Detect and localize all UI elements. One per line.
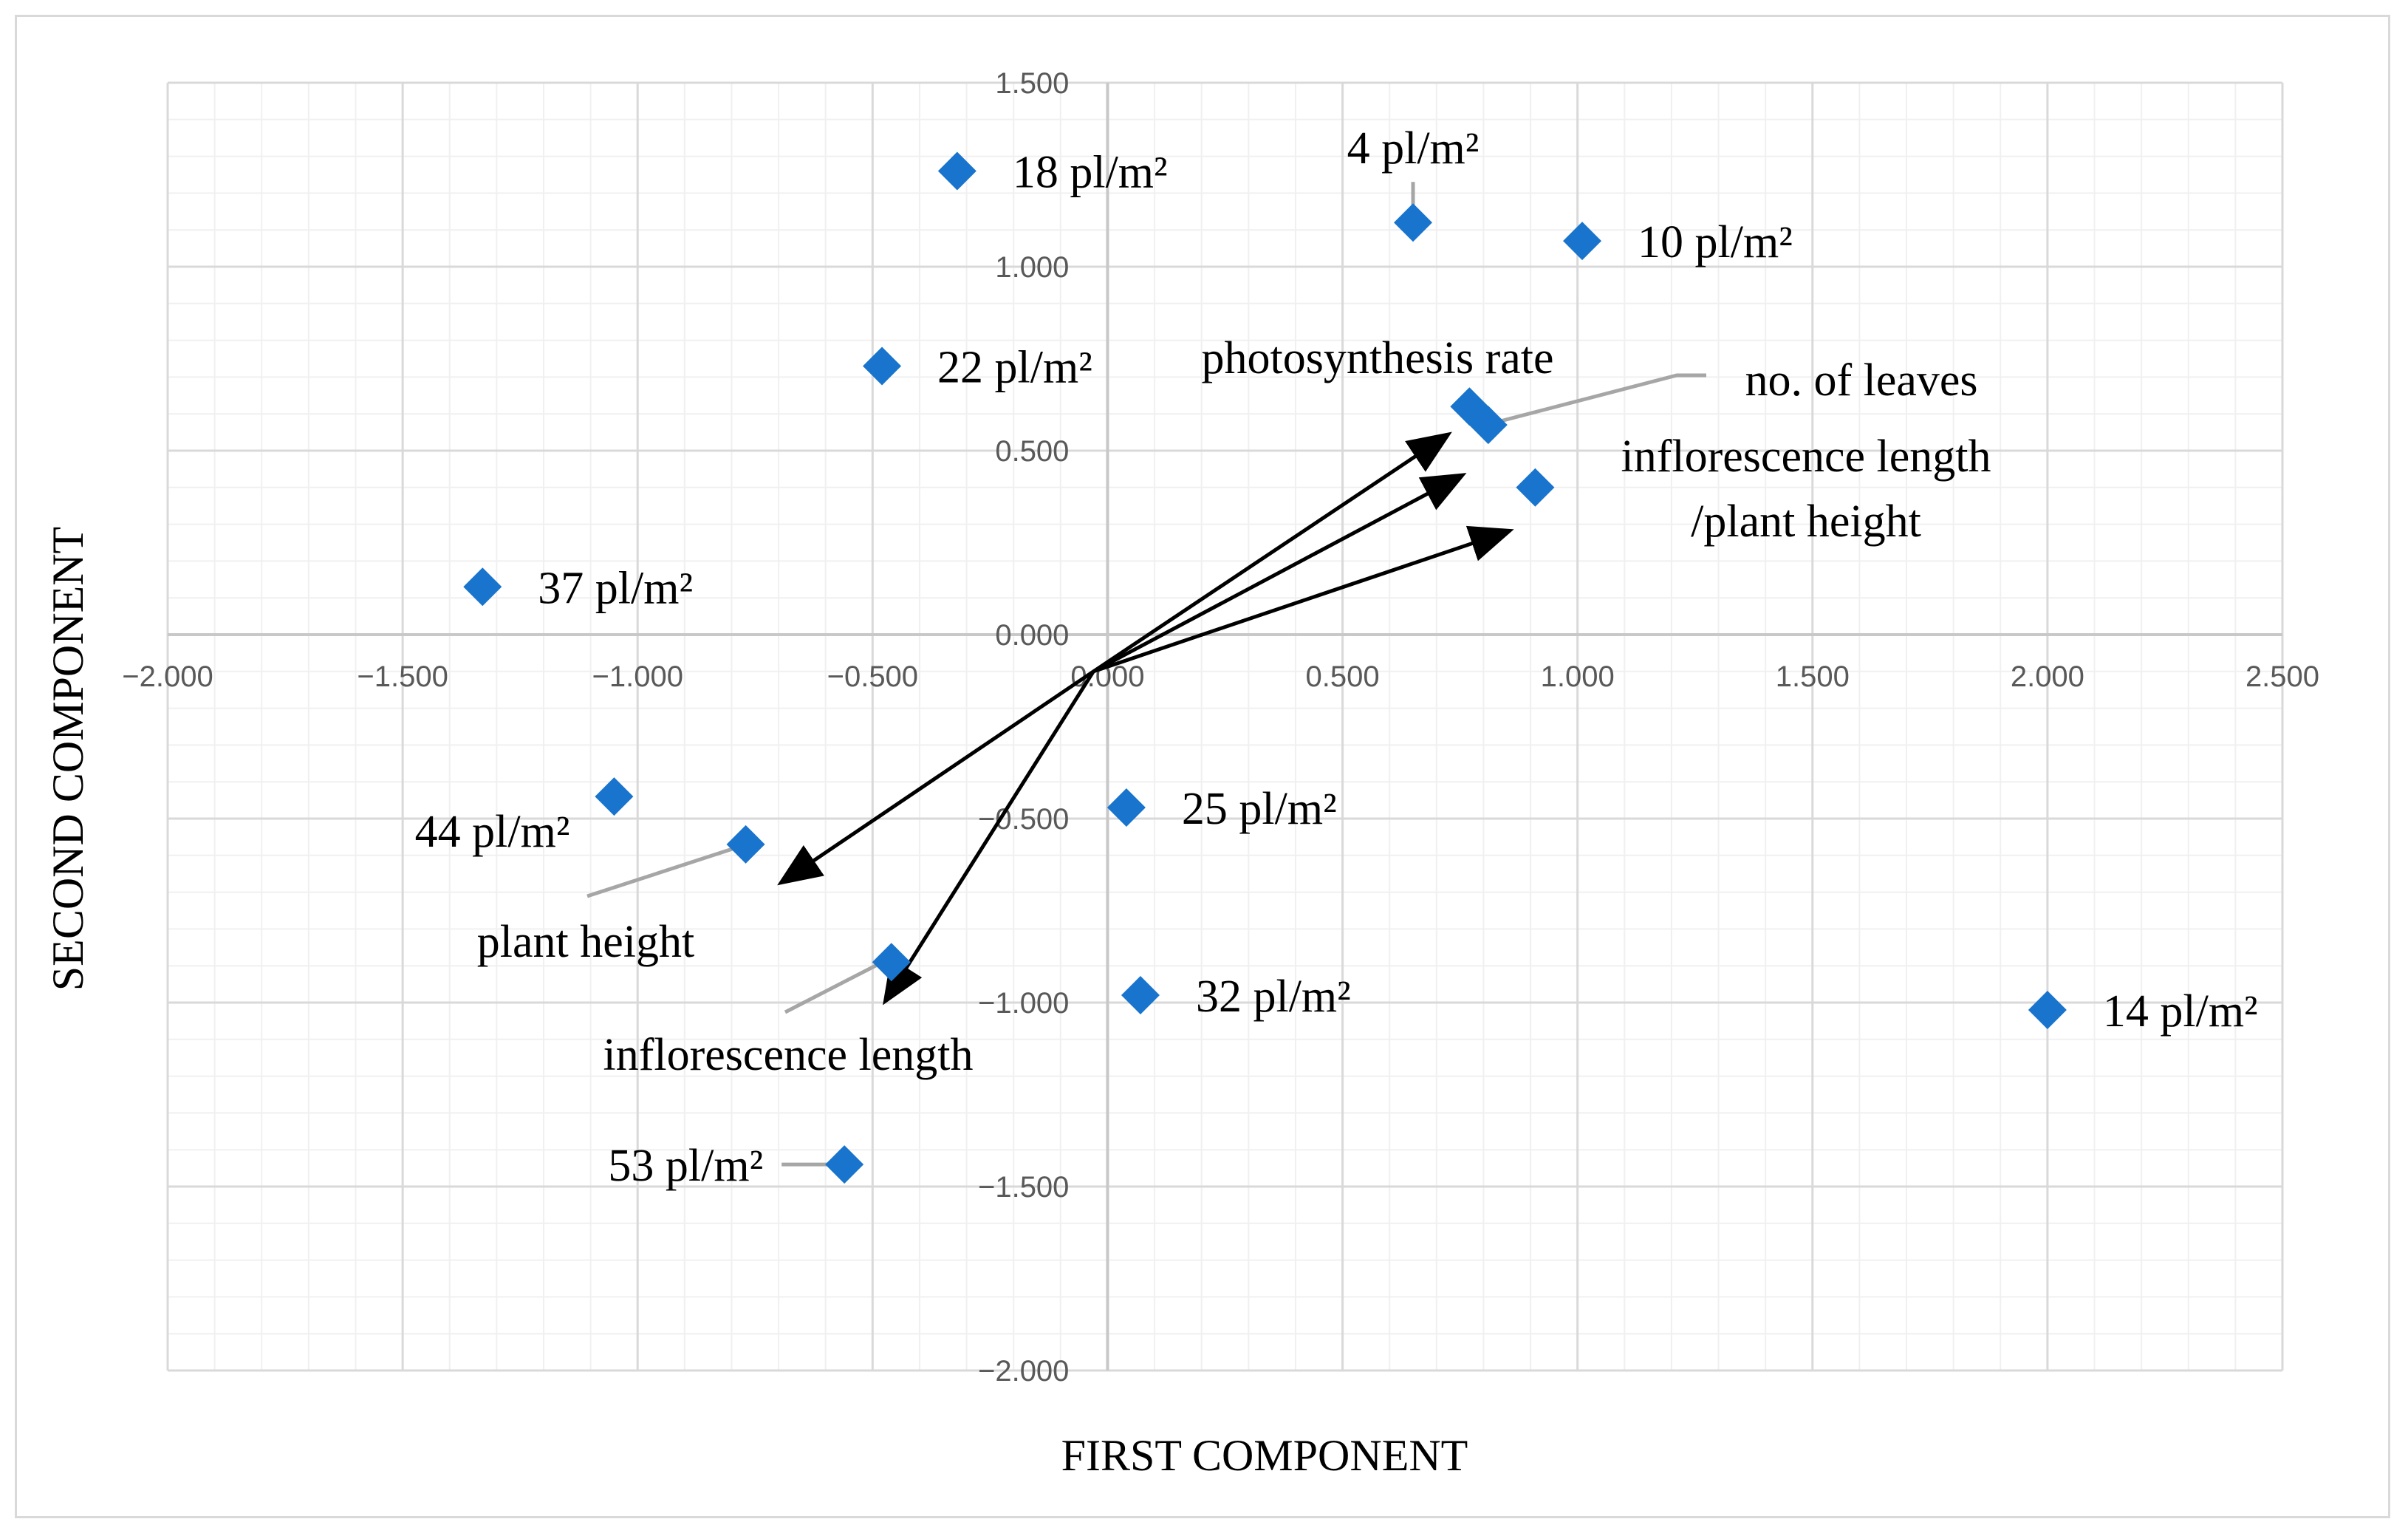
variable-point — [1516, 468, 1555, 507]
data-point — [2028, 990, 2067, 1029]
variable-label: plant height — [477, 917, 694, 967]
point-label: 18 pl/m² — [1013, 148, 1168, 198]
variable-label: no. of leaves — [1745, 355, 1977, 406]
y-tick-label: 0.000 — [995, 619, 1069, 652]
data-point — [1106, 788, 1146, 827]
variable-arrow — [1092, 431, 1452, 673]
variable-arrow — [777, 669, 1095, 886]
x-tick-label: 2.500 — [2245, 661, 2319, 693]
y-tick-label: −1.500 — [978, 1171, 1069, 1204]
point-label: 4 pl/m² — [1347, 123, 1480, 174]
y-tick-label: 0.500 — [995, 435, 1069, 468]
data-point — [1563, 222, 1602, 261]
point-label: 10 pl/m² — [1638, 217, 1793, 267]
variable-arrow — [1092, 525, 1514, 674]
data-point — [1393, 203, 1432, 242]
y-axis-title: SECOND COMPONENT — [44, 527, 92, 991]
x-tick-label: −0.500 — [827, 661, 918, 693]
point-label: 53 pl/m² — [608, 1141, 763, 1191]
variable-label: inflorescence length — [603, 1030, 974, 1080]
variable-point — [1468, 406, 1508, 445]
tick-labels: −2.000 −1.500 −1.000 −0.500 0.000 0.500 1.000 1… — [122, 67, 2319, 1387]
x-tick-label: 1.000 — [1541, 661, 1615, 693]
x-tick-label: 2.000 — [2011, 661, 2084, 693]
minor-gridlines — [167, 82, 2283, 1371]
variable-leader-line — [1485, 373, 1706, 427]
variable-leader-line — [586, 842, 747, 898]
variable-point — [872, 943, 911, 982]
point-label: 25 pl/m² — [1182, 784, 1337, 834]
variable-label: photosynthesis rate — [1202, 333, 1554, 383]
x-tick-label: 0.500 — [1306, 661, 1380, 693]
data-point — [595, 777, 634, 816]
point-label: 44 pl/m² — [415, 807, 570, 857]
data-point — [863, 347, 902, 386]
point-label: 22 pl/m² — [937, 342, 1092, 392]
point-label: 32 pl/m² — [1196, 972, 1351, 1022]
variable-label: inflorescence length/plant height — [1621, 431, 1991, 547]
x-tick-label: 1.500 — [1776, 661, 1850, 693]
variable-arrow — [883, 670, 1095, 1006]
axes — [168, 83, 2282, 1371]
point-label: 37 pl/m² — [538, 563, 693, 613]
variable-point — [726, 825, 765, 864]
y-tick-label: −1.000 — [978, 987, 1069, 1020]
variable-leader-line — [784, 956, 892, 1014]
data-point — [825, 1145, 864, 1184]
variable-label-line: inflorescence length — [1621, 431, 1991, 482]
leader-lines — [586, 182, 1706, 1167]
data-point — [937, 151, 976, 191]
major-gridlines — [166, 81, 2284, 1372]
variable-label-line: /plant height — [1691, 496, 1921, 547]
y-tick-label: −2.000 — [978, 1355, 1069, 1387]
x-tick-label: −2.000 — [122, 661, 213, 693]
point-label: 14 pl/m² — [2103, 986, 2258, 1037]
x-tick-label: −1.500 — [357, 661, 448, 693]
y-tick-label: 1.000 — [995, 251, 1069, 284]
x-tick-label: −1.000 — [592, 661, 683, 693]
point-labels: 18 pl/m² 4 pl/m² 10 pl/m² 22 pl/m² 37 pl/m² 4… — [415, 123, 2258, 1191]
x-axis-title: FIRST COMPONENT — [1061, 1431, 1468, 1480]
variable-arrows — [777, 431, 1514, 1006]
variable-arrow — [1092, 473, 1467, 674]
data-point — [1121, 976, 1160, 1015]
y-tick-label: 1.500 — [995, 67, 1069, 100]
chart-frame — [15, 15, 2390, 1518]
data-point — [463, 567, 502, 607]
data-points — [463, 151, 2067, 1184]
